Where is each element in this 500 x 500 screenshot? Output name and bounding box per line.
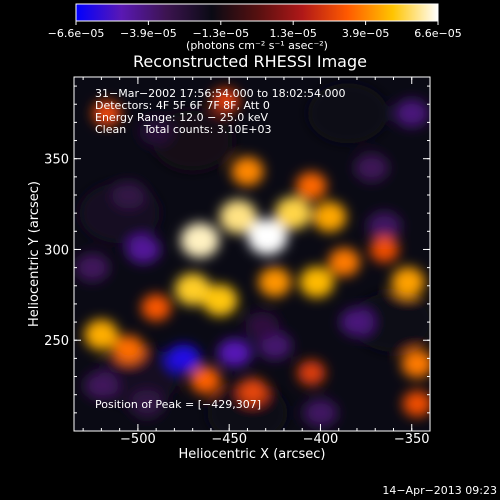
annotation-energy-range: Energy Range: 12.0 − 25.0 keV [95,111,269,124]
heatmap-cold-source [245,311,280,340]
x-tick-label: −400 [303,432,339,447]
annotation-block: 31−Mar−2002 17:56:54.000 to 18:02:54.000… [95,87,346,136]
heatmap-hot-source [211,88,240,114]
heatmap-hot-source [274,196,312,230]
heatmap-hot-source [92,100,122,127]
x-tick-label: −450 [211,432,247,447]
colorbar [75,3,439,22]
colorbar-unit-label: (photons cm⁻² s⁻¹ asec⁻²) [186,39,328,52]
heatmap-cold-source [217,338,252,367]
heatmap-hot-source [296,172,327,200]
heatmap-image [75,83,430,431]
heatmap-hot-source [328,247,360,277]
heatmap-hot-source [401,349,430,379]
heatmap-hot-source [299,266,335,298]
heatmap-cold-source [111,181,146,209]
heatmap-background-region [152,110,233,171]
heatmap-cold-source [139,117,174,146]
annotation-detectors: Detectors: 4F 5F 6F 7F 8F, Att 0 [95,99,270,112]
x-tick-label: −500 [120,432,156,447]
peak-position-label: Position of Peak = [−429,307] [95,398,261,411]
heatmap-hot-source [297,360,326,386]
x-axis-label: Heliocentric X (arcsec) [179,447,326,462]
plot-frame [73,76,431,432]
heatmap-cold-source [339,308,374,337]
colorbar-tick-label: 3.9e−05 [342,27,389,40]
heatmap-cold-source [166,344,201,373]
colorbar-tick-label: 1.3e−05 [269,27,316,40]
colorbar-tick-label: −1.3e−05 [192,27,249,40]
heatmap-background-region [97,346,178,407]
heatmap-hot-source [202,284,238,317]
heatmap-hot-source [84,319,119,351]
heatmap-background-region [307,83,388,144]
heatmap-hot-source [369,236,399,263]
heatmap-cold-source [303,398,338,427]
heatmap-background-region [353,292,430,353]
y-tick-label: 250 [44,334,69,349]
y-axis-label: Heliocentric Y (arcsec) [27,181,42,327]
annotation-total-counts: Clean Total counts: 3.10E+03 [95,123,272,136]
chart-title: Reconstructed RHESSI Image [133,52,367,71]
heatmap-hot-source [312,201,347,232]
heatmap-cold-source [354,153,389,182]
heatmap-hot-source [258,267,292,297]
heatmap-hot-source [180,222,220,258]
heatmap-hot-source [391,267,425,298]
heatmap-hot-source [190,366,221,394]
heatmap-cold-source [75,253,110,282]
heatmap-background-region [207,382,288,431]
heatmap-hot-source [247,218,288,255]
heatmap-hot-source [238,378,268,404]
heatmap-hot-source [174,273,211,306]
colorbar-tick-label: −6.6e−05 [48,27,105,40]
annotation-time-range: 31−Mar−2002 17:56:54.000 to 18:02:54.000 [95,87,346,100]
heatmap-cold-source [130,389,165,418]
colorbar-tick-label: −3.9e−05 [120,27,177,40]
heatmap-cold-source [126,235,161,264]
heatmap-hot-source [141,294,172,321]
y-tick-label: 300 [44,243,69,258]
colorbar-tick-label: 6.6e−05 [414,27,461,40]
heatmap-cold-source [84,371,119,400]
heatmap-cold-source [367,211,402,240]
heatmap-hot-source [402,390,430,417]
x-axis-ticks: −500 −450 −400 −350 [82,77,431,447]
colorbar-tick-labels: −6.6e−05 −3.9e−05 −1.3e−05 1.3e−05 3.9e−05 6.… [48,27,462,40]
y-axis-ticks: 250 300 350 [44,85,430,414]
heatmap-hot-source [113,335,145,364]
footer-timestamp: 14−Apr−2013 09:23 [382,484,497,497]
colorbar-ticks [75,21,439,25]
heatmap-hot-source [219,199,258,234]
heatmap-cold-source [394,99,429,128]
y-tick-label: 350 [44,153,69,168]
x-tick-label: −350 [394,432,430,447]
heatmap-hot-source [231,156,264,186]
